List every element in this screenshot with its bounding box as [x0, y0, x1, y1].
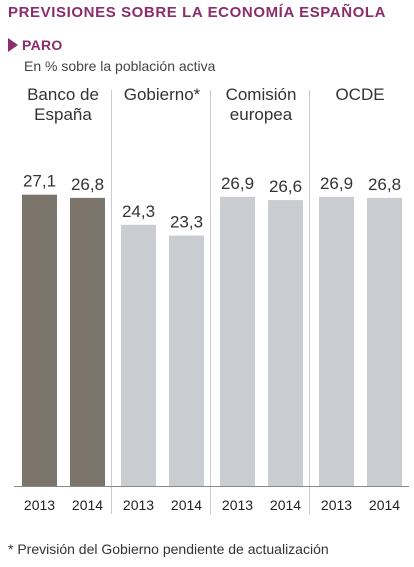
- value-label: 27,1: [23, 172, 56, 191]
- section-header: PARO: [8, 37, 63, 53]
- bar: [319, 196, 354, 486]
- x-tick-label: 2014: [369, 497, 400, 513]
- group-label: Gobierno*: [124, 85, 201, 104]
- value-label: 24,3: [122, 202, 155, 221]
- group-label: europea: [230, 105, 293, 124]
- x-tick-label: 2014: [270, 497, 301, 513]
- x-tick-label: 2013: [123, 497, 154, 513]
- bar: [121, 224, 156, 486]
- bar: [367, 197, 402, 486]
- x-tick-label: 2013: [222, 497, 253, 513]
- group-label: OCDE: [335, 85, 384, 104]
- triangle-marker-icon: [8, 38, 18, 52]
- group-label: Banco de: [27, 85, 99, 104]
- bar: [220, 196, 255, 486]
- bar: [70, 197, 105, 486]
- chart-title: PREVISIONES SOBRE LA ECONOMÍA ESPAÑOLA: [8, 4, 387, 21]
- value-label: 23,3: [170, 213, 203, 232]
- footnote: * Previsión del Gobierno pendiente de ac…: [8, 541, 329, 557]
- group-label: Comisión: [226, 85, 297, 104]
- value-label: 26,8: [71, 175, 104, 194]
- x-tick-label: 2014: [171, 497, 202, 513]
- value-label: 26,8: [368, 175, 401, 194]
- x-tick-label: 2014: [72, 497, 103, 513]
- bar: [22, 194, 57, 487]
- bar: [268, 200, 303, 487]
- section-label: PARO: [22, 37, 63, 53]
- chart-subtitle: En % sobre la población activa: [24, 58, 216, 74]
- bar: [169, 235, 204, 486]
- value-label: 26,6: [269, 177, 302, 196]
- x-tick-label: 2013: [24, 497, 55, 513]
- x-tick-label: 2013: [321, 497, 352, 513]
- value-label: 26,9: [320, 174, 353, 193]
- group-label: España: [34, 105, 92, 124]
- value-label: 26,9: [221, 174, 254, 193]
